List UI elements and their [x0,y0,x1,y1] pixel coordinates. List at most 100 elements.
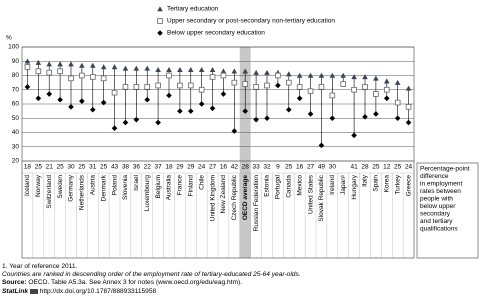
triangle-marker [285,71,292,77]
difference-label: 37 [154,164,162,171]
note-text: in employment [420,181,462,188]
x-tick-label: Slovak Republic [318,174,325,221]
difference-label: 27 [307,164,315,171]
triangle-marker [57,61,63,67]
square-marker [177,82,183,89]
diamond-marker [187,108,194,114]
diamond-marker [79,98,85,104]
diamond-marker [394,115,401,122]
triangle-marker [220,68,227,74]
square-marker [362,84,368,90]
square-marker [144,84,151,90]
diamond-marker [405,119,412,126]
square-marker [122,84,129,90]
diamond-marker [89,106,96,113]
difference-label: 25 [35,164,43,171]
triangle-marker [253,69,259,75]
y-tick-label: 20 [12,158,20,165]
note-text: secondary [420,211,451,218]
triangle-marker [79,62,85,68]
x-tick-label: Ireland [329,175,336,195]
y-tick-label: 70 [12,86,20,93]
difference-label: 36 [133,164,141,171]
diamond-marker [57,96,63,103]
difference-label: 16 [220,164,228,171]
triangle-marker [307,72,314,78]
difference-label: 24 [405,164,413,171]
diamond-marker [122,119,129,126]
difference-label: 25 [394,164,402,171]
square-marker [264,82,270,89]
difference-label: 30 [329,164,337,171]
triangle-marker [166,67,172,73]
ranking-note: Countries are ranked in descending order… [2,271,301,278]
diamond-marker [68,104,74,110]
difference-label: 24 [198,164,206,171]
difference-label: 25 [56,164,64,171]
legend-marker [157,18,163,24]
square-marker [285,79,292,86]
difference-label: 42 [231,164,239,171]
square-marker [318,84,325,90]
difference-label: 25 [372,164,380,171]
triangle-marker [340,72,347,78]
diamond-marker [155,119,161,126]
triangle-marker [373,75,379,81]
x-tick-label: Turkey [394,174,401,194]
square-marker [24,64,31,70]
x-tick-label: Switzerland [46,175,53,209]
x-tick-label: Mexico [296,175,303,196]
square-marker [296,84,303,90]
x-tick-label: Luxembourg [144,175,151,212]
x-tick-label: OECD average [242,175,249,221]
triangle-marker [89,62,96,68]
square-marker [89,74,96,80]
diamond-marker [46,91,53,97]
triangle-marker [209,67,216,73]
triangle-marker [187,67,194,73]
diamond-marker [253,116,259,123]
difference-label: 27 [209,164,217,171]
difference-label: 18 [165,164,173,171]
square-marker [275,72,281,79]
note-text: difference [420,173,449,180]
difference-label: 21 [46,164,54,171]
square-marker [231,79,238,86]
square-marker [329,92,336,99]
difference-label: 33 [252,164,260,171]
diamond-marker [166,92,172,99]
x-tick-label: Denmark [100,174,107,201]
x-tick-label: Canada [285,175,292,198]
source: Source: OECD. Table A5.3a. See Annex 3 f… [2,279,242,287]
triangle-marker [177,67,183,73]
x-tick-label: Hungary [351,174,358,199]
triangle-marker [405,85,412,91]
x-tick-label: New Zealand [220,175,227,214]
triangle-marker [242,68,249,74]
diamond-marker [275,82,281,89]
triangle-marker [111,64,118,70]
note-text: and tertiary [420,218,453,225]
triangle-marker [144,65,151,71]
square-marker [198,86,205,93]
y-tick-label: 90 [12,58,20,65]
statlink-url[interactable]: http://dx.doi.org/10.1787/888933115958 [39,288,157,295]
x-tick-label: Iceland [24,175,31,196]
difference-label: 25 [78,164,86,171]
x-tick-label: United Kingdom [209,175,216,221]
source-label: Source: [2,279,27,286]
square-marker [351,86,357,93]
diamond-marker [242,108,249,114]
triangle-marker [318,72,325,78]
triangle-marker [383,78,390,84]
note-text: below upper [420,203,456,210]
y-tick-label: 50 [12,115,20,122]
footnote: 1. Year of reference 2011. [2,263,78,270]
x-tick-label: Russian Federation [253,175,260,232]
x-tick-label: Norway [35,174,42,197]
x-tick-label: France [177,175,184,196]
difference-label: 25 [100,164,108,171]
difference-label: 41 [350,164,358,171]
square-marker [373,91,379,97]
x-tick-label: Portugal [275,174,282,199]
